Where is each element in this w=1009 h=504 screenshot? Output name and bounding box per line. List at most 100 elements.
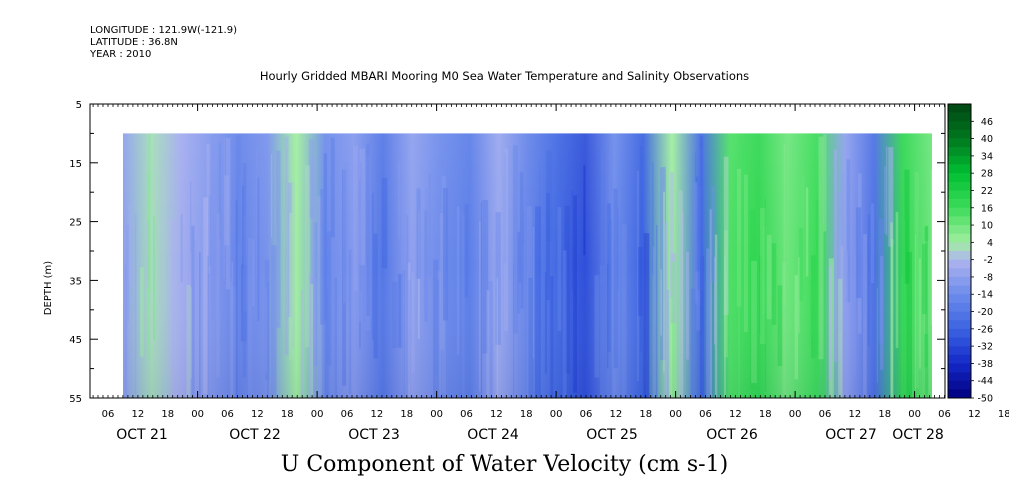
colorbar-segment	[948, 337, 971, 347]
colorbar-segment	[948, 164, 971, 174]
colorbar-tick-label: -14	[977, 290, 993, 301]
x-hour-tick-label: 06	[819, 409, 832, 420]
x-day-label: OCT 27	[825, 427, 877, 443]
x-hour-tick-label: 00	[669, 409, 682, 420]
colorbar-tick-label: 46	[981, 117, 993, 128]
colorbar-segment	[948, 328, 971, 338]
colorbar-segment	[948, 320, 971, 330]
x-hour-tick-label: 06	[221, 409, 234, 420]
x-hour-tick-label: 12	[610, 409, 623, 420]
x-hour-tick-label: 00	[789, 409, 802, 420]
x-hour-tick-label: 06	[580, 409, 593, 420]
x-day-label: OCT 26	[706, 427, 758, 443]
colorbar-segment	[948, 225, 971, 235]
chart-title: Hourly Gridded MBARI Mooring M0 Sea Wate…	[259, 69, 750, 83]
colorbar-tick-label: -8	[984, 272, 993, 283]
x-day-label: OCT 22	[229, 427, 281, 443]
x-hour-tick-label: 00	[191, 409, 204, 420]
colorbar-segment	[948, 285, 971, 295]
x-hour-tick-label: 12	[849, 409, 862, 420]
year-label: YEAR : 2010	[90, 49, 152, 60]
colorbar-tick-label: -44	[977, 376, 993, 387]
y-tick-label: 15	[69, 159, 82, 170]
colorbar-segment	[948, 294, 971, 304]
colorbar-segment	[948, 354, 971, 364]
colorbar-segment	[948, 181, 971, 191]
colorbar-tick-label: -26	[977, 324, 993, 335]
latitude-label: LATITUDE : 36.8N	[90, 37, 178, 48]
colorbar-segment	[948, 233, 971, 243]
x-hour-tick-label: 00	[311, 409, 324, 420]
colorbar-segment	[948, 302, 971, 312]
x-day-label: OCT 24	[467, 427, 519, 443]
x-day-label: OCT 28	[892, 427, 944, 443]
colorbar-segment	[948, 259, 971, 269]
x-day-label: OCT 25	[586, 427, 638, 443]
colorbar-tick-label: 22	[981, 186, 993, 197]
colorbar-tick-label: -50	[977, 394, 993, 405]
x-hour-tick-label: 12	[729, 409, 742, 420]
y-tick-label: 35	[69, 276, 82, 287]
colorbar-tick-label: 16	[981, 203, 993, 214]
x-hour-tick-label: 18	[161, 409, 174, 420]
colorbar-segment	[948, 372, 971, 382]
colorbar-tick-label: -2	[984, 255, 993, 266]
colorbar: 46 40 34 28 22 16 10 4 -2 -8 -14 -20 -26 -32 -38 -44 -50	[947, 103, 993, 405]
x-hour-tick-label: 12	[132, 409, 145, 420]
colorbar-segment	[948, 138, 971, 148]
x-hour-tick-label: 18	[998, 409, 1009, 420]
x-hour-tick-label: 12	[251, 409, 264, 420]
x-axis-title: U Component of Water Velocity (cm s-1)	[280, 452, 729, 477]
colorbar-segment	[948, 216, 971, 226]
colorbar-tick-label: 28	[981, 169, 993, 180]
colorbar-segment	[948, 190, 971, 200]
x-hour-tick-label: 06	[341, 409, 354, 420]
colorbar-segment	[948, 363, 971, 373]
colorbar-tick-label: -38	[977, 359, 993, 370]
colorbar-frame	[947, 103, 972, 399]
colorbar-segment	[948, 242, 971, 252]
x-day-label: OCT 21	[116, 427, 168, 443]
colorbar-tick-label: 10	[981, 221, 993, 232]
y-axis-label: DEPTH (m)	[43, 261, 54, 315]
x-hour-tick-label: 18	[878, 409, 891, 420]
x-hour-tick-label: 12	[371, 409, 384, 420]
colorbar-segment	[948, 129, 971, 139]
colorbar-tick-label: 34	[981, 151, 993, 162]
colorbar-segment	[948, 346, 971, 356]
x-hour-tick-label: 18	[639, 409, 652, 420]
x-hour-tick-label: 12	[968, 409, 981, 420]
colorbar-segment	[948, 104, 971, 113]
colorbar-segment	[948, 311, 971, 321]
colorbar-segment	[948, 121, 971, 131]
x-hour-tick-label: 06	[938, 409, 951, 420]
colorbar-segment	[948, 276, 971, 286]
x-hour-tick-label: 00	[430, 409, 443, 420]
x-hour-tick-label: 18	[400, 409, 413, 420]
colorbar-tick-label: -20	[977, 307, 993, 318]
colorbar-segment	[948, 251, 971, 260]
colorbar-segment	[948, 155, 971, 165]
y-tick-label: 25	[69, 218, 82, 229]
colorbar-tick-label: -32	[977, 342, 993, 353]
colorbar-segment	[948, 389, 971, 399]
heatmap-shading	[123, 133, 932, 398]
x-hour-tick-label: 06	[102, 409, 115, 420]
colorbar-segment	[948, 199, 971, 209]
x-hour-tick-label: 12	[490, 409, 503, 420]
x-hour-tick-label: 18	[759, 409, 772, 420]
colorbar-tick-label: 4	[987, 238, 993, 249]
colorbar-tick-label: 40	[981, 134, 993, 145]
colorbar-segment	[948, 147, 971, 157]
longitude-label: LONGITUDE : 121.9W(-121.9)	[90, 25, 237, 36]
colorbar-segment	[948, 173, 971, 183]
y-tick-label: 5	[76, 100, 82, 111]
x-day-label: OCT 23	[348, 427, 400, 443]
x-hour-tick-label: 06	[699, 409, 712, 420]
x-hour-tick-label: 18	[281, 409, 294, 420]
x-hour-tick-label: 00	[908, 409, 921, 420]
x-hour-tick-label: 18	[520, 409, 533, 420]
axes: 06 12 18 00 06 12 18 00 06 12 18 00 06 12 18 00 06 12 18 00…	[69, 100, 1009, 443]
colorbar-segment	[948, 268, 971, 278]
